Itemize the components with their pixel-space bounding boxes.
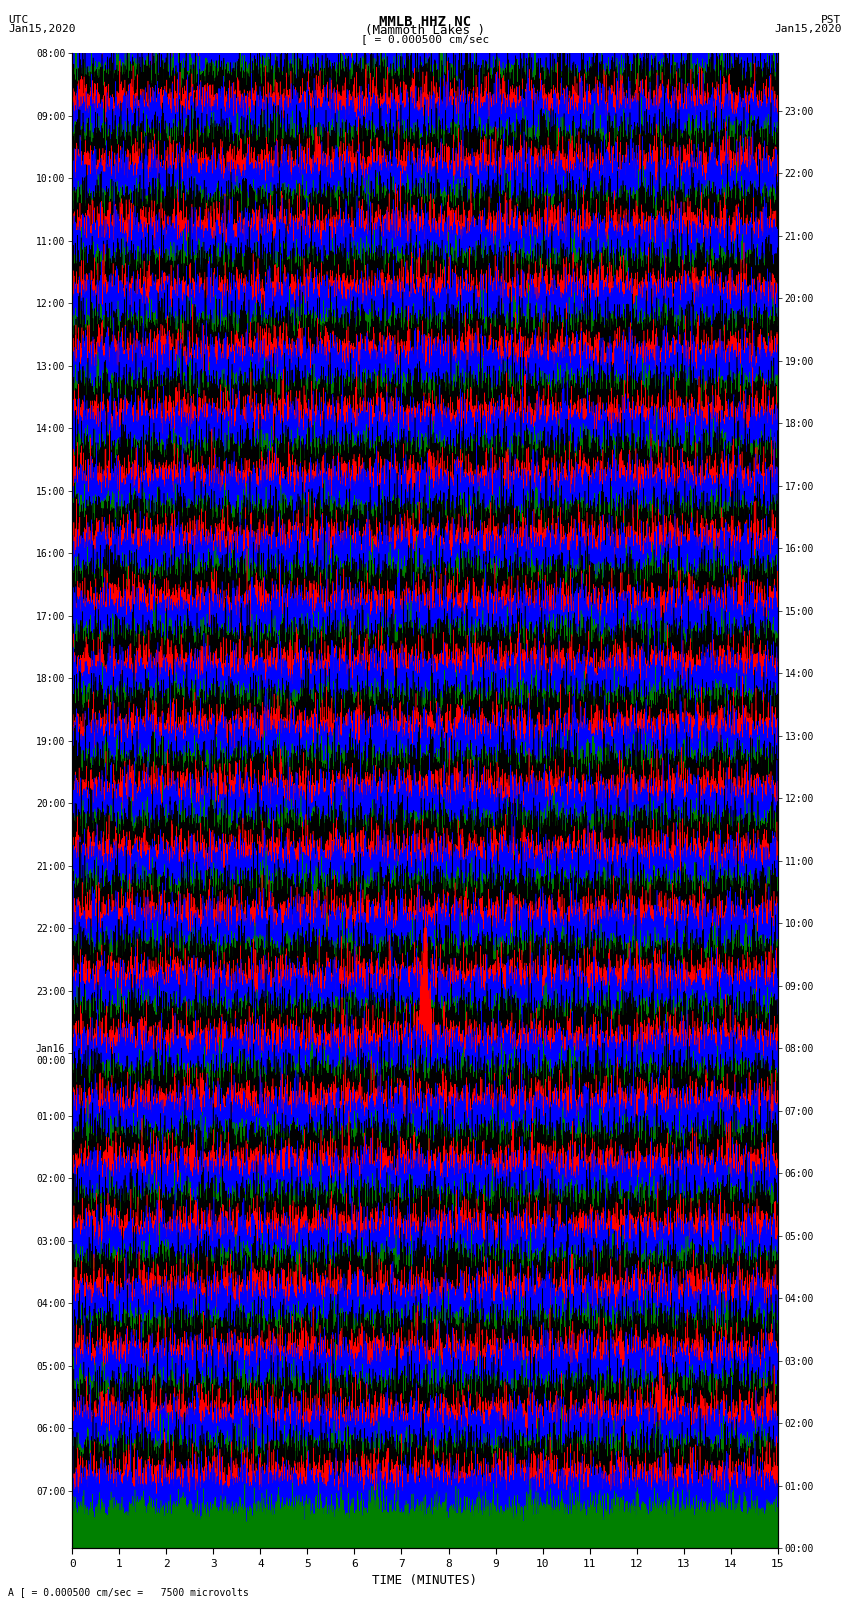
Text: (Mammoth Lakes ): (Mammoth Lakes ) [365, 24, 485, 37]
Text: [ = 0.000500 cm/sec: [ = 0.000500 cm/sec [361, 34, 489, 44]
Text: Jan15,2020: Jan15,2020 [8, 24, 76, 34]
Text: UTC: UTC [8, 15, 29, 24]
Text: Jan15,2020: Jan15,2020 [774, 24, 842, 34]
Text: PST: PST [821, 15, 842, 24]
Text: A [ = 0.000500 cm/sec =   7500 microvolts: A [ = 0.000500 cm/sec = 7500 microvolts [8, 1587, 249, 1597]
X-axis label: TIME (MINUTES): TIME (MINUTES) [372, 1574, 478, 1587]
Text: MMLB HHZ NC: MMLB HHZ NC [379, 15, 471, 29]
